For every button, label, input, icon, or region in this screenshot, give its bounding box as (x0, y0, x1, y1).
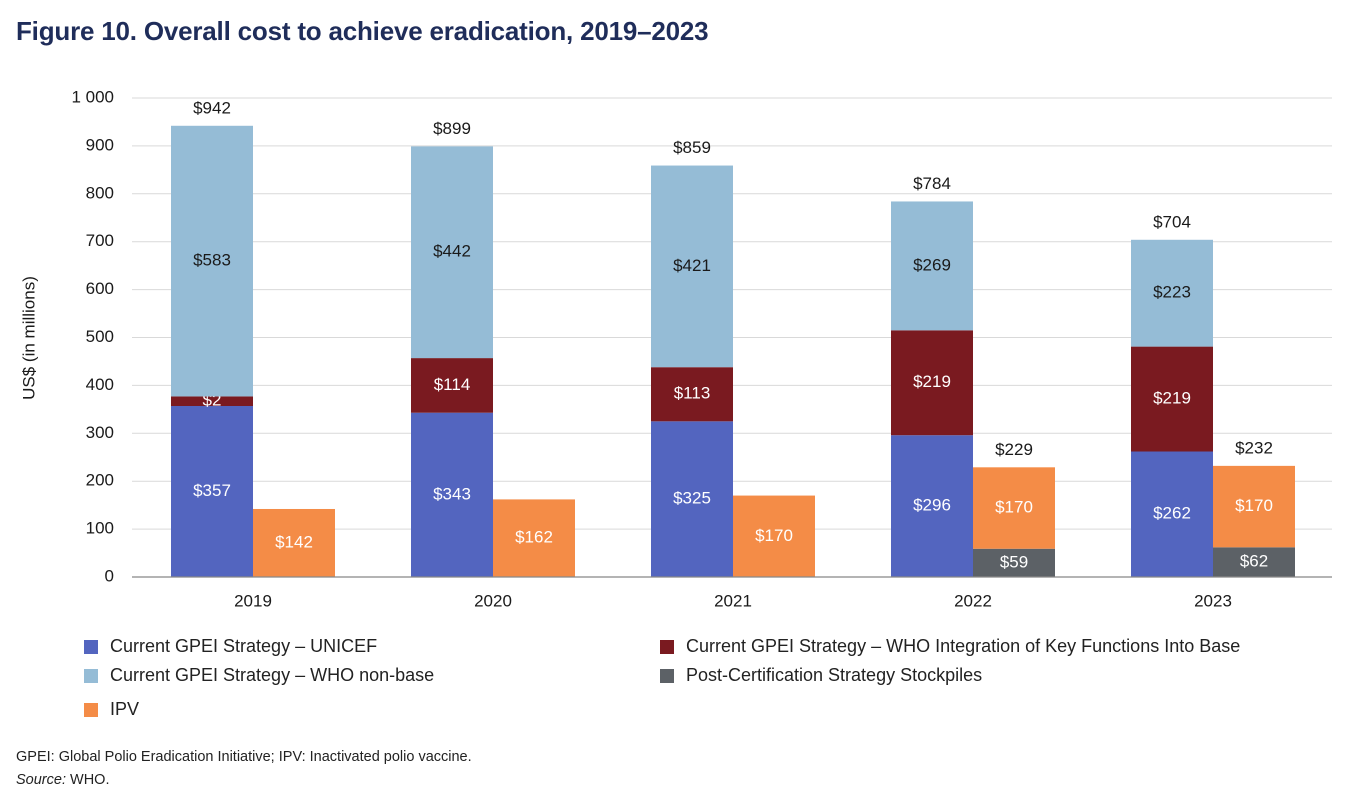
data-label: $170 (995, 498, 1033, 517)
legend-item-who-nonbase: Current GPEI Strategy – WHO non-base (84, 665, 434, 686)
bar-segment (1213, 465, 1295, 548)
bar-segment (891, 330, 973, 436)
y-tick-label: 200 (86, 471, 114, 490)
total-label: $232 (1235, 438, 1273, 457)
legend-item-ipv: IPV (84, 699, 139, 720)
bar-segment (493, 499, 575, 577)
legend-item-stockpiles: Post-Certification Strategy Stockpiles (660, 665, 982, 686)
stacked-bar-chart: 0 100 200 300 400 500 600 700 800 900 1 000 US$ (in… (19, 87, 1332, 610)
data-label: $62 (1240, 552, 1268, 571)
total-label: $942 (193, 98, 231, 117)
x-tick-label: 2019 (234, 591, 272, 610)
bar-segment (411, 412, 493, 577)
legend-swatch-ipv (84, 702, 98, 717)
data-label: $170 (755, 526, 793, 545)
legend-swatch-who-integration (660, 639, 674, 654)
source-text: WHO. (65, 772, 110, 788)
bar-segment (973, 548, 1055, 577)
y-tick-label: 700 (86, 231, 114, 250)
data-label: $262 (1153, 504, 1191, 523)
y-tick-label: 900 (86, 135, 114, 154)
bar-segment (171, 125, 253, 397)
bar-segment (1213, 547, 1295, 577)
data-label: $223 (1153, 283, 1191, 302)
data-label: $343 (433, 484, 471, 503)
bar-segment (171, 405, 253, 577)
data-label: $219 (913, 372, 951, 391)
legend-item-who-integration: Current GPEI Strategy – WHO Integration … (660, 636, 1240, 657)
bar-segment (651, 421, 733, 577)
y-tick-label: 400 (86, 375, 114, 394)
data-label: $170 (1235, 496, 1273, 515)
total-label: $229 (995, 440, 1033, 459)
total-label: $704 (1153, 212, 1191, 231)
bar-segment (651, 165, 733, 368)
data-label: $325 (673, 489, 711, 508)
abbreviations-note: GPEI: Global Polio Eradication Initiativ… (16, 749, 472, 765)
legend-label: IPV (110, 699, 140, 719)
bar-segment (171, 396, 253, 406)
legend-item-unicef: Current GPEI Strategy – UNICEF (84, 636, 377, 657)
chart-notes: GPEI: Global Polio Eradication Initiativ… (16, 746, 472, 792)
bar-segment (1131, 451, 1213, 577)
legend-label: Current GPEI Strategy – UNICEF (110, 636, 378, 656)
bar-segment (891, 435, 973, 577)
source-label: Source: (16, 772, 66, 788)
bar-segment (253, 508, 335, 577)
total-label: $859 (673, 138, 711, 157)
data-label: $114 (434, 375, 471, 394)
legend-swatch-unicef (84, 639, 98, 654)
total-label: $784 (913, 174, 951, 193)
legend-swatch-stockpiles (660, 668, 674, 683)
y-tick-label: 500 (86, 327, 114, 346)
x-tick-label: 2023 (1194, 591, 1232, 610)
data-label: $219 (1153, 389, 1191, 408)
y-tick-label: 300 (86, 423, 114, 442)
bar-segment (1131, 239, 1213, 347)
data-label: $142 (275, 532, 313, 551)
y-axis-title: US$ (in millions) (19, 276, 38, 400)
y-tick-label: 100 (86, 519, 114, 538)
y-tick-label: 600 (86, 279, 114, 298)
data-label: $442 (433, 242, 471, 261)
y-tick-label: 0 (105, 566, 114, 585)
y-tick-label: 1 000 (71, 87, 114, 106)
source-note: Source: WHO. (16, 769, 472, 792)
x-tick-label: 2022 (954, 591, 992, 610)
x-tick-label: 2021 (714, 591, 752, 610)
data-label: $583 (193, 251, 231, 270)
data-label: $296 (913, 496, 951, 515)
bar-segment (411, 146, 493, 359)
data-label: $357 (193, 481, 231, 500)
data-label: $113 (674, 384, 711, 403)
bar-segment (733, 495, 815, 577)
bar-segment (411, 358, 493, 413)
data-label: $162 (515, 528, 553, 547)
legend-swatch-who-nonbase (84, 668, 98, 683)
chart-title: Figure 10. Overall cost to achieve eradi… (16, 16, 709, 46)
data-label: $59 (1000, 552, 1028, 571)
data-label: $269 (913, 255, 951, 274)
legend-label: Post-Certification Strategy Stockpiles (686, 665, 983, 685)
x-tick-label: 2020 (474, 591, 512, 610)
data-label: $421 (673, 256, 711, 275)
bar-segment (973, 467, 1055, 549)
bar-segment (1131, 346, 1213, 452)
y-tick-label: 800 (86, 183, 114, 202)
legend-label: Current GPEI Strategy – WHO Integration … (686, 636, 1241, 656)
bar-segment (651, 367, 733, 422)
total-label: $899 (433, 119, 471, 138)
legend-label: Current GPEI Strategy – WHO non-base (110, 665, 435, 685)
bar-segment (891, 201, 973, 331)
